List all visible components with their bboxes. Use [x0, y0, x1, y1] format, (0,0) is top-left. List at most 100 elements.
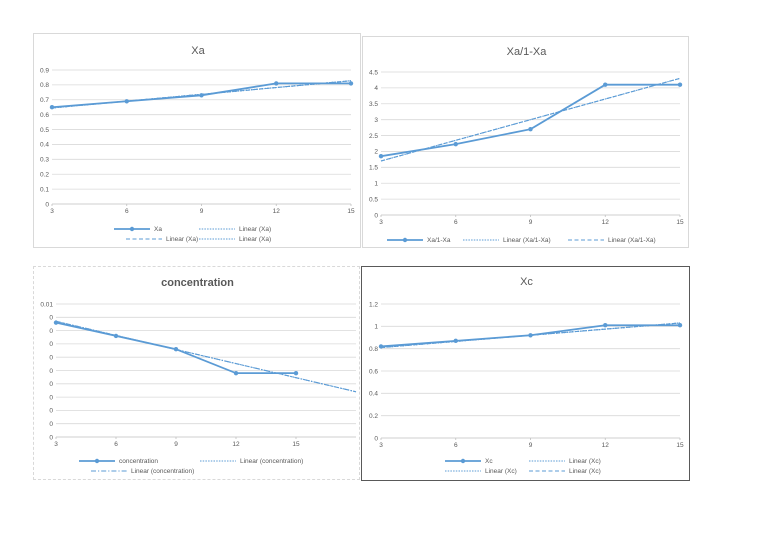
legend-label: Linear (concentration) [131, 468, 194, 475]
data-point [199, 93, 204, 98]
chart-title: Xc [520, 276, 533, 288]
y-tick-label: 1.2 [369, 301, 378, 308]
data-point [124, 99, 129, 104]
data-point [348, 81, 354, 86]
data-point [677, 82, 683, 87]
y-tick-label: 0.8 [40, 82, 49, 89]
trendline [380, 77, 681, 162]
y-tick-label: 4.5 [369, 69, 378, 76]
y-tick-label: 3 [374, 117, 378, 124]
data-point [49, 105, 55, 110]
y-tick-label: 2.5 [369, 133, 378, 140]
y-tick-label: 3.5 [369, 101, 378, 108]
legend-label: Xa/1-Xa [427, 237, 451, 244]
legend-label: Linear (Xc) [569, 458, 601, 465]
data-point [274, 81, 279, 86]
x-tick-label: 15 [347, 208, 355, 215]
data-point [677, 323, 683, 328]
y-tick-label: 0 [49, 368, 53, 375]
x-tick-label: 12 [602, 219, 610, 226]
legend-marker [129, 226, 135, 232]
chart-concentration: concentration 0 0 0 0 0 0 0 0 0 0 0.01 3 6 9 12 15 concen… [40, 277, 357, 475]
y-tick-label: 4 [374, 85, 378, 92]
legend-marker [94, 458, 100, 464]
legend-marker [402, 237, 408, 243]
x-tick-label: 15 [676, 442, 684, 449]
y-tick-label: 0 [49, 421, 53, 428]
data-point [173, 347, 179, 352]
x-tick-label: 6 [125, 208, 129, 215]
y-tick-label: 0 [374, 435, 378, 442]
x-tick-label: 15 [676, 219, 684, 226]
data-point [378, 154, 384, 159]
y-tick-label: 0 [49, 381, 53, 388]
y-tick-label: 2 [374, 149, 378, 156]
chart-panel-xa-ratio: Xa/1-Xa 0 0.5 1 1.5 2 2.5 3 3.5 4 4.5 3 6 9 12 15 Xa/1-X… [362, 36, 689, 248]
y-tick-label: 0.8 [369, 346, 378, 353]
legend-label: Linear (Xc) [569, 468, 601, 475]
y-tick-label: 1.5 [369, 165, 378, 172]
y-tick-label: 0 [49, 328, 53, 335]
data-point [528, 333, 533, 338]
data-point [113, 333, 119, 339]
y-tick-label: 0 [49, 408, 53, 415]
chart-title: Xa/1-Xa [507, 46, 548, 58]
y-tick-label: 0.6 [369, 368, 378, 375]
y-tick-label: 0.5 [40, 127, 49, 134]
chart-title: concentration [161, 277, 234, 289]
x-tick-label: 6 [454, 219, 458, 226]
y-tick-label: 0.3 [40, 157, 49, 164]
data-point [453, 338, 458, 344]
data-point [603, 323, 608, 328]
data-point [293, 370, 299, 376]
y-tick-label: 1 [374, 181, 378, 188]
chart-xa-ratio: Xa/1-Xa 0 0.5 1 1.5 2 2.5 3 3.5 4 4.5 3 6 9 12 15 Xa/1-X… [369, 46, 684, 244]
legend-label: Linear (Xa) [239, 236, 271, 243]
data-point [528, 127, 533, 132]
y-tick-label: 0 [49, 341, 53, 348]
x-tick-label: 3 [379, 219, 383, 226]
x-tick-label: 3 [54, 441, 58, 448]
y-tick-label: 0.7 [40, 97, 49, 104]
chart-panel-xa: Xa 0 0.1 0.2 0.3 0.4 0.5 0.6 0.7 0.8 0.9 3 6 9 12 15 Xa L… [33, 33, 361, 248]
y-tick-label: 0.4 [369, 391, 378, 398]
y-tick-label: 0 [45, 201, 49, 208]
data-point [603, 82, 608, 87]
data-point [53, 320, 59, 325]
legend-label: concentration [119, 458, 158, 465]
legend-marker [460, 458, 466, 464]
x-tick-label: 12 [232, 441, 240, 448]
y-tick-label: 0.2 [369, 413, 378, 420]
data-point [378, 344, 384, 349]
x-tick-label: 9 [529, 219, 533, 226]
x-tick-label: 9 [529, 442, 533, 449]
y-tick-label: 0.6 [40, 112, 49, 119]
x-tick-label: 3 [50, 208, 54, 215]
x-tick-label: 12 [273, 208, 281, 215]
y-tick-label: 0.1 [40, 186, 49, 193]
y-tick-label: 0 [49, 434, 53, 441]
y-tick-label: 1 [374, 324, 378, 331]
x-tick-label: 9 [200, 208, 204, 215]
y-tick-label: 0.4 [40, 142, 49, 149]
x-tick-label: 3 [379, 442, 383, 449]
legend-label: Xc [485, 458, 493, 465]
x-tick-label: 15 [292, 441, 300, 448]
y-tick-label: 0 [49, 355, 53, 362]
chart-xa: Xa 0 0.1 0.2 0.3 0.4 0.5 0.6 0.7 0.8 0.9 3 6 9 12 15 Xa L… [40, 45, 355, 243]
series-line [380, 83, 680, 158]
y-tick-label: 0.9 [40, 67, 49, 74]
chart-xc: Xc 0 0.2 0.4 0.6 0.8 1 1.2 3 6 9 12 15 Xc Linear (Xc) L… [369, 276, 684, 475]
y-tick-label: 0.5 [369, 196, 378, 203]
x-tick-label: 12 [602, 442, 610, 449]
legend-label: Linear (Xa) [239, 226, 271, 233]
legend-label: Linear (Xa) [166, 236, 198, 243]
legend-label: Linear (Xa/1-Xa) [608, 237, 656, 244]
legend-label: Linear (Xa/1-Xa) [503, 237, 551, 244]
chart-panel-concentration: concentration 0 0 0 0 0 0 0 0 0 0 0.01 3 6 9 12 15 concen… [33, 266, 360, 480]
y-tick-label: 0 [374, 212, 378, 219]
y-tick-label: 0.2 [40, 172, 49, 179]
x-tick-label: 6 [114, 441, 118, 448]
legend-label: Linear (Xc) [485, 468, 517, 475]
chart-panel-xc: Xc 0 0.2 0.4 0.6 0.8 1 1.2 3 6 9 12 15 Xc Linear (Xc) L… [361, 266, 690, 481]
